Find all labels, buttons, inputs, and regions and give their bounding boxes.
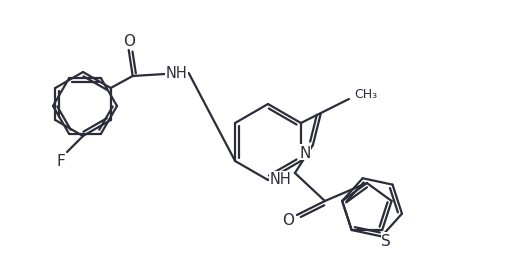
- Text: NH: NH: [166, 66, 188, 81]
- Text: S: S: [381, 233, 391, 248]
- Text: O: O: [123, 33, 135, 48]
- Text: CH₃: CH₃: [354, 87, 377, 100]
- Text: N: N: [299, 145, 311, 160]
- Text: F: F: [57, 153, 65, 168]
- Text: O: O: [282, 213, 294, 228]
- Text: NH: NH: [270, 172, 292, 187]
